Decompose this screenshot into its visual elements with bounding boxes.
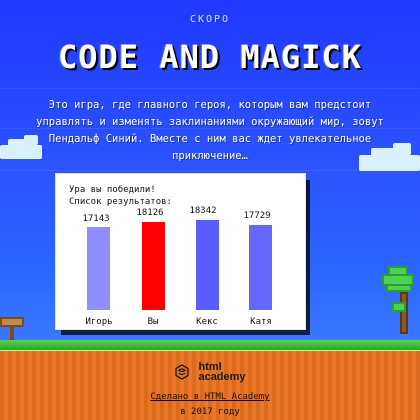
brand-line-2: academy (198, 371, 246, 383)
score-bar-katya (249, 225, 272, 310)
brand-name: html academy (198, 361, 246, 383)
tree-leaves (386, 284, 412, 292)
grass-strip (0, 340, 420, 351)
score-value: 18126 (136, 208, 164, 218)
sky-stripe (0, 128, 420, 129)
stats-list-label: Список результатов: (69, 197, 172, 207)
sky-stripe (0, 88, 420, 89)
score-bar-keks (196, 220, 219, 310)
sky-stripe (0, 170, 420, 171)
footer: html academy Сделано в HTML Academy в 20… (0, 354, 420, 420)
academy-logo-icon (174, 364, 190, 380)
tree-trunk (400, 292, 408, 334)
stats-title: Ура вы победили! (69, 185, 156, 195)
cloud-left (0, 135, 42, 159)
cloud-right (359, 143, 420, 171)
soon-label: СКОРО (189, 14, 231, 25)
score-bar-you (142, 222, 165, 310)
game-title: CODE AND MAGICK (58, 38, 362, 76)
tree-leaves (388, 266, 408, 276)
intro-text: Это игра, где главного героя, которым ва… (36, 99, 384, 162)
player-name: Вы (147, 317, 159, 327)
signpost-board (0, 317, 24, 327)
stats-window: Ура вы победили! Список результатов: 171… (55, 173, 306, 330)
dirt-ground (0, 351, 420, 420)
brand-line-1: html (198, 361, 222, 373)
signpost (0, 317, 24, 343)
player-name: Кекс (196, 317, 218, 327)
score-value: 17729 (243, 211, 271, 221)
player-name: Катя (250, 317, 272, 327)
tree (382, 258, 420, 368)
year-text: в 2017 году (180, 407, 240, 417)
tree-leaves (392, 302, 406, 312)
score-value: 17143 (82, 214, 110, 224)
score-bar-igor (87, 227, 110, 310)
brand-block[interactable]: html academy (0, 360, 420, 384)
score-value: 18342 (189, 206, 217, 216)
tree-leaves (382, 274, 414, 286)
signpost-post (10, 325, 14, 343)
made-in-link[interactable]: Сделано в HTML Academy (150, 392, 270, 402)
player-name: Игорь (85, 317, 113, 327)
